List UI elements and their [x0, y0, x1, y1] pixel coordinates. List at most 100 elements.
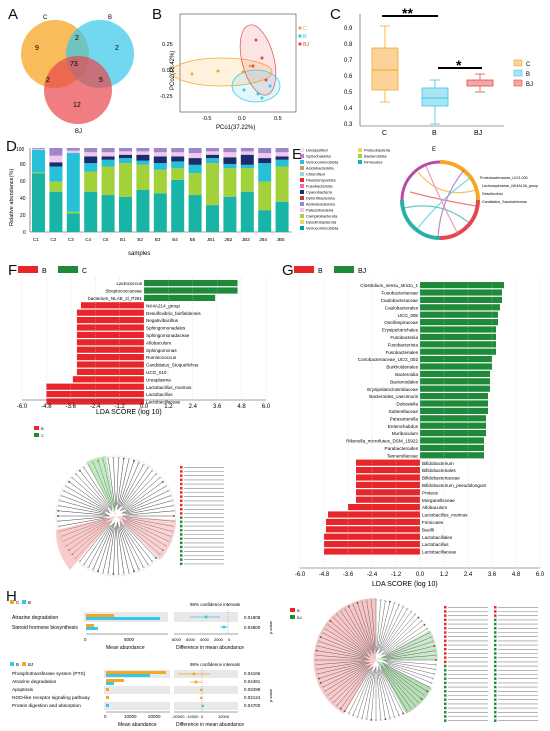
lda-bar-label: Bifidobacteriaceae	[422, 476, 460, 481]
sig-marker-2: *	[456, 57, 462, 73]
lda-bar-label: Candidatus_Stoquefichus	[146, 363, 199, 368]
panel-letter-d: D	[6, 138, 17, 155]
lda-bar-label: UCG_005	[398, 313, 419, 318]
lda-bar-label: Lactobacillus_murinus	[422, 513, 468, 518]
lda-bar-label: Sutterellaceae	[389, 409, 419, 414]
stack-segment	[66, 148, 80, 151]
stack-segment	[275, 159, 289, 167]
stack-segment	[206, 205, 219, 232]
svg-text:B: B	[16, 662, 19, 667]
pcoa-points	[190, 38, 272, 100]
lda-bar-label: Enterorhabdus	[388, 424, 419, 429]
sig-marker-1: **	[402, 8, 413, 21]
lda-bar	[420, 407, 488, 414]
stack-segment	[153, 169, 167, 194]
stamp1-pvalue-axis: p-value	[268, 620, 273, 634]
lda-xtick: 1.2	[440, 572, 449, 578]
svg-text:6000: 6000	[186, 637, 196, 642]
boxplot-cat-b: B	[432, 130, 437, 137]
lda-bar-label: Fusobacteriota	[388, 342, 419, 347]
svg-text:60: 60	[20, 179, 26, 185]
svg-text:BJ: BJ	[358, 268, 366, 275]
stack-segment	[84, 163, 98, 172]
lda-bar-label: Sphingomonas	[146, 348, 177, 353]
panel-letter-g: G	[282, 262, 294, 279]
stack-segment	[136, 148, 150, 152]
lda-bar	[76, 331, 144, 338]
bar-d-xlabel: samples	[128, 251, 150, 257]
venn-count-b-bj: 5	[99, 77, 103, 84]
svg-text:B: B	[318, 268, 323, 275]
stack-xlabel: C3	[68, 237, 74, 242]
lda-bar	[420, 385, 490, 392]
stack-segment	[101, 195, 115, 232]
boxplot-chart: 0.3 0.4 0.5 0.6 0.7 0.8 0.9 ** * C B BJ …	[344, 8, 533, 137]
stamp1-xlabel-left: Mean abundance	[106, 645, 145, 651]
stack-segment	[49, 191, 63, 232]
stack-segment	[240, 191, 254, 232]
lda-bar	[420, 289, 502, 296]
svg-text:BJ: BJ	[297, 615, 302, 620]
lda-bar-label: bacterium_NLAE_zl_P281	[88, 296, 142, 301]
pcoa-ellipse-c	[171, 57, 273, 87]
lda-f-xlabel: LDA SCORE (log 10)	[96, 409, 162, 416]
svg-text:0.03498: 0.03498	[244, 687, 261, 692]
stack-segment	[223, 148, 237, 153]
lda-chart-g: B BJ Clostridium_sensu_stricto_1 Fusobact…	[294, 266, 545, 588]
panel-letter-a: A	[8, 6, 19, 23]
lda-bar-label: Streptococcaceae	[105, 289, 142, 294]
svg-text:Phosphotransferase system (PTS: Phosphotransferase system (PTS)	[12, 671, 86, 677]
svg-text:5000: 5000	[124, 637, 135, 642]
stack-segment	[153, 156, 167, 164]
svg-text:Mean abundance: Mean abundance	[118, 722, 157, 728]
lda-bar-label: Fusobacteriaceae	[381, 291, 418, 296]
stack-bars	[32, 148, 289, 232]
lda-bar-label: Lactobacillus	[146, 392, 173, 397]
svg-text:B: B	[41, 426, 44, 431]
lda-bar	[420, 348, 496, 355]
stack-xlabel: JB4	[259, 237, 267, 242]
legend-d-item: Cyanobacteria	[306, 190, 333, 195]
pcoa-xlabel: PCo1(37.22%)	[216, 125, 255, 131]
svg-text:C: C	[526, 62, 531, 68]
lda-xtick: 1.2	[164, 404, 173, 410]
stack-xlabel: B5	[190, 237, 196, 242]
svg-text:0.04166: 0.04166	[244, 671, 261, 676]
lda-bar-label: Tannerellaceae	[387, 453, 419, 458]
stack-segment	[240, 168, 254, 192]
stack-segment	[66, 150, 80, 154]
stack-segment	[101, 159, 115, 167]
lda-bar-label: Fusobacteriia	[390, 335, 418, 340]
panel-letter-e: E	[292, 146, 303, 163]
venn-label-c: C	[43, 15, 48, 21]
stack-segment	[188, 173, 202, 196]
stack-segment	[84, 191, 98, 232]
lda-bar	[356, 459, 420, 466]
lda-bar-label: Desulfovibrio_fairfieldensis	[146, 311, 201, 316]
legend-d-item: Patescibacteria	[306, 208, 334, 213]
lda-bar	[76, 346, 144, 353]
stack-segment	[119, 154, 132, 159]
stack-xlabel: C4	[85, 237, 91, 242]
legend-d-item: Bacteroidota	[364, 154, 387, 159]
lda-bar-label: Sphingomonadales	[146, 326, 186, 331]
lda-xtick: 3.6	[213, 404, 222, 410]
lda-g-legend: B BJ	[294, 266, 366, 275]
lda-bar	[72, 376, 144, 383]
venn-diagram: C B BJ 9 2 2 73 2 5 12	[21, 15, 134, 135]
stack-segment	[32, 148, 45, 149]
lda-bar	[76, 361, 144, 368]
svg-text:Protein digestion and absorpti: Protein digestion and absorption	[12, 703, 81, 709]
lda-bar	[420, 304, 500, 311]
stack-segment	[49, 181, 63, 192]
lda-xtick: -4.8	[41, 404, 52, 410]
stack-segment	[171, 152, 185, 157]
stack-segment	[136, 160, 150, 165]
lda-bar-label: Bacteroides_caecimuris	[369, 394, 418, 399]
stack-segment	[223, 163, 237, 169]
lda-bar-label: Bacteroidales	[390, 379, 419, 384]
stack-segment	[188, 153, 202, 159]
lda-bar	[420, 444, 484, 451]
stack-segment	[136, 164, 150, 190]
legend-d-item: Verrucomicrobiota	[306, 160, 339, 165]
